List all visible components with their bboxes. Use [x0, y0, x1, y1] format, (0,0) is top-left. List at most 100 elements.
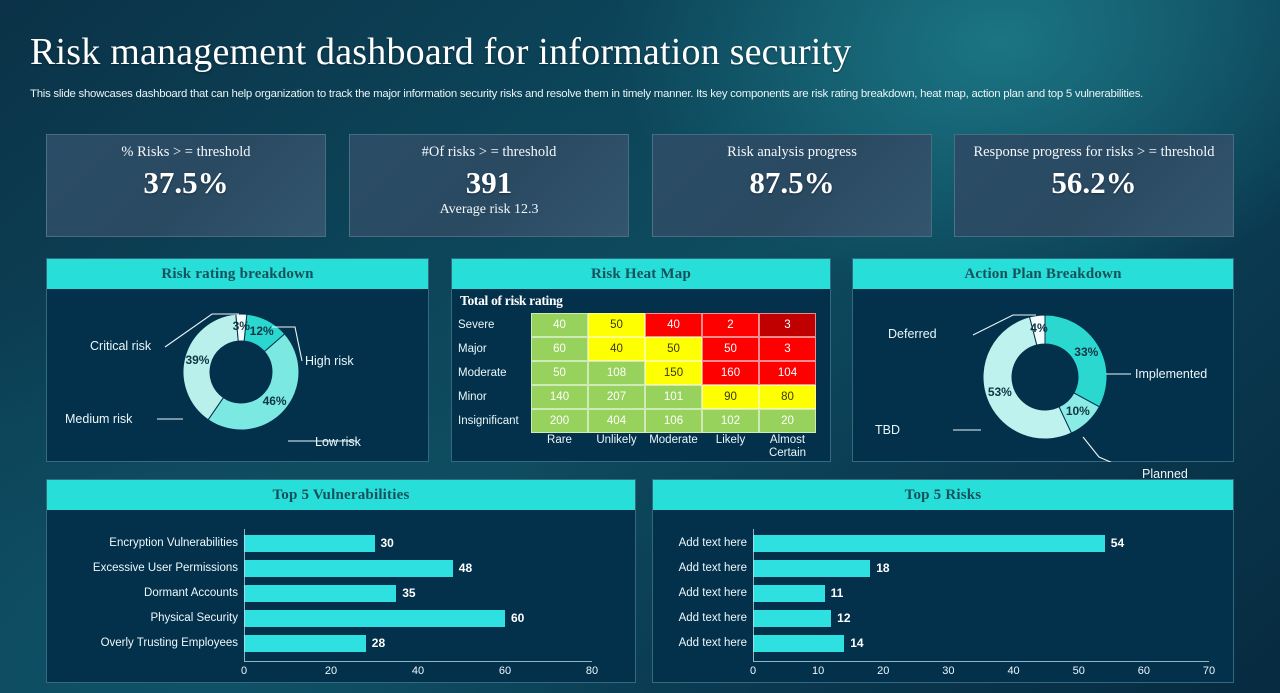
heatmap-cell[interactable]: 160	[702, 361, 759, 385]
x-axis-line	[244, 661, 592, 662]
heatmap-cell[interactable]: 50	[588, 313, 645, 337]
heatmap-cell[interactable]: 50	[645, 337, 702, 361]
donut-percent-label: 10%	[1065, 403, 1090, 418]
heatmap-cell[interactable]: 50	[531, 361, 588, 385]
x-axis-tick-label: 30	[942, 665, 955, 677]
heatmap-cell[interactable]: 404	[588, 409, 645, 433]
panel-top-5-risks: Top 5 Risks Add text here 54 Add text here…	[652, 479, 1234, 683]
heatmap-cell[interactable]: 101	[645, 385, 702, 409]
heatmap-cell[interactable]: 40	[645, 313, 702, 337]
kpi-card-response-progress: Response progress for risks > = threshol…	[954, 134, 1234, 237]
donut-category-label: Medium risk	[65, 412, 133, 426]
heatmap-subtitle: Total of risk rating	[460, 293, 563, 308]
bar[interactable]	[244, 610, 505, 627]
x-axis-tick-label: 60	[1137, 665, 1150, 677]
risks-bar-chart: Add text here 54 Add text here 18 Add text h…	[653, 510, 1233, 682]
heatmap-cell[interactable]: 40	[588, 337, 645, 361]
heatmap-cell[interactable]: 20	[759, 409, 816, 433]
donut-percent-label: 12%	[249, 324, 274, 339]
kpi-card-num-risks-threshold: #Of risks > = threshold 391 Average risk…	[349, 134, 629, 237]
donut-leader-line	[164, 313, 239, 348]
heatmap-cell[interactable]: 200	[531, 409, 588, 433]
bar[interactable]	[753, 560, 871, 577]
heatmap-cell[interactable]: 207	[588, 385, 645, 409]
heatmap-cell[interactable]: 140	[531, 385, 588, 409]
donut-leader-line	[1082, 436, 1112, 462]
kpi-label: Risk analysis progress	[727, 144, 857, 160]
heatmap-row-label: Severe	[458, 319, 495, 331]
heatmap-cell[interactable]: 80	[759, 385, 816, 409]
donut-percent-label: 3%	[232, 319, 250, 333]
heatmap-cell[interactable]: 102	[702, 409, 759, 433]
bar-category-label: Encryption Vulnerabilities	[109, 537, 238, 549]
panel-action-plan-breakdown: Action Plan Breakdown 33% 10% 53% 4% Impleme…	[852, 258, 1234, 481]
x-axis-tick-label: 40	[411, 665, 425, 677]
kpi-value: 56.2%	[1051, 165, 1137, 200]
panel-top-5-vulnerabilities: Top 5 Vulnerabilities Encryption Vulnera…	[46, 479, 636, 683]
heatmap-cell[interactable]: 106	[645, 409, 702, 433]
x-axis-tick-label: 50	[1072, 665, 1085, 677]
bar-value-label: 12	[837, 611, 851, 625]
bar-category-label: Add text here	[678, 587, 747, 599]
bar-value-label: 18	[876, 561, 890, 575]
bar-value-label: 35	[402, 586, 416, 600]
bar-value-label: 60	[511, 611, 525, 625]
heatmap-cell[interactable]: 150	[645, 361, 702, 385]
panel-title: Risk Heat Map	[452, 259, 830, 289]
heatmap-cell[interactable]: 50	[702, 337, 759, 361]
donut-segment	[982, 316, 1073, 440]
heatmap-row-label: Major	[458, 343, 487, 355]
donut-segment	[235, 313, 248, 342]
heatmap-cell[interactable]: 108	[588, 361, 645, 385]
donut-percent-label: 4%	[1030, 321, 1048, 336]
heatmap-cell[interactable]: 60	[531, 337, 588, 361]
kpi-card-pct-risks-threshold: % Risks > = threshold 37.5%	[46, 134, 326, 237]
bar-category-label: Dormant Accounts	[144, 587, 238, 599]
donut-category-label: Critical risk	[90, 339, 152, 353]
bar[interactable]	[244, 560, 453, 577]
bar-category-label: Add text here	[678, 612, 747, 624]
bar[interactable]	[244, 535, 375, 552]
risk-heat-map-chart: Total of risk rating Severe 40 50 40 2 3 Major…	[452, 289, 830, 461]
bar[interactable]	[753, 610, 832, 627]
bar-category-label: Physical Security	[150, 612, 238, 624]
donut-percent-label: 39%	[185, 352, 210, 367]
heatmap-cell[interactable]: 2	[702, 313, 759, 337]
panel-title: Top 5 Vulnerabilities	[47, 480, 635, 510]
x-axis-tick-label: 20	[877, 665, 890, 677]
bar-value-label: 28	[371, 636, 386, 650]
x-axis-tick-label: 40	[1007, 665, 1020, 677]
donut-leader-line	[972, 314, 1036, 336]
x-axis-tick-label: 60	[498, 665, 512, 677]
heatmap-cell[interactable]: 40	[531, 313, 588, 337]
kpi-value: 391	[465, 165, 513, 200]
donut-segment	[207, 333, 300, 431]
donut-segment	[182, 313, 239, 421]
panel-risk-rating-breakdown: Risk rating breakdown 12% 46% 39% 3% High ri…	[46, 258, 429, 462]
heatmap-cell[interactable]: 3	[759, 313, 816, 337]
heatmap-column-headers: Rare Unlikely Moderate Likely Almost Certain	[531, 434, 816, 460]
bar[interactable]	[753, 635, 845, 652]
panel-title: Risk rating breakdown	[47, 259, 428, 289]
heatmap-cell[interactable]: 90	[702, 385, 759, 409]
kpi-value: 37.5%	[143, 165, 229, 200]
kpi-label: #Of risks > = threshold	[421, 144, 557, 160]
kpi-label: Response progress for risks > = threshol…	[973, 144, 1215, 160]
bar[interactable]	[244, 635, 366, 652]
bar[interactable]	[753, 535, 1105, 552]
kpi-card-risk-analysis-progress: Risk analysis progress 87.5%	[652, 134, 932, 237]
vulnerabilities-bar-chart: Encryption Vulnerabilities 30 Excessive Us…	[47, 510, 635, 682]
bar[interactable]	[753, 585, 825, 602]
bar-category-label: Add text here	[678, 537, 747, 549]
donut-leader-line	[272, 326, 303, 362]
bar-value-label: 14	[850, 636, 864, 650]
heatmap-cell[interactable]: 3	[759, 337, 816, 361]
heatmap-column-label: Unlikely	[596, 434, 637, 446]
bar[interactable]	[244, 585, 397, 602]
x-axis-tick-label: 0	[240, 665, 248, 677]
heatmap-cell[interactable]: 104	[759, 361, 816, 385]
donut-category-label: High risk	[305, 354, 354, 368]
donut-category-label: Implemented	[1135, 367, 1208, 381]
kpi-value: 87.5%	[749, 165, 835, 200]
